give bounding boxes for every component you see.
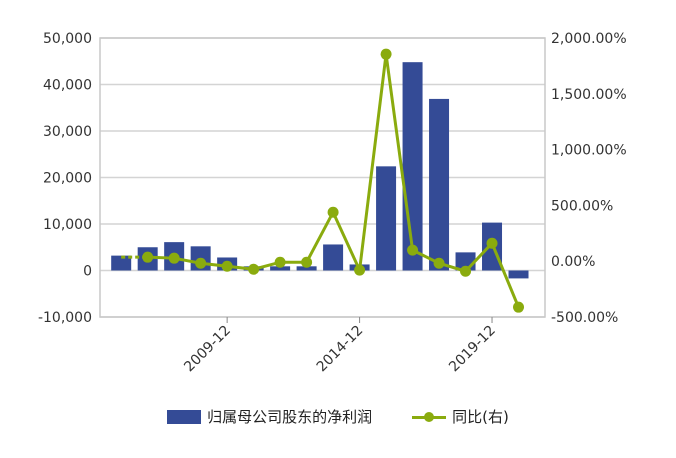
yoy-point — [327, 206, 339, 218]
yoy-point — [460, 265, 472, 277]
legend-label: 归属母公司股东的净利润 — [207, 408, 373, 426]
chart: -10,000 0 10,000 20,000 30,000 40,000 50,000 -5… — [38, 31, 627, 376]
right-tick-label: -500.00% — [551, 310, 618, 326]
left-tick-label: 30,000 — [43, 124, 92, 140]
left-tick-label: -10,000 — [38, 310, 92, 326]
bar — [429, 98, 450, 271]
yoy-point — [407, 244, 419, 256]
yoy-point — [248, 263, 260, 275]
x-tick-label: 2019-12 — [446, 323, 499, 376]
yoy-point — [142, 251, 154, 263]
left-tick-label: 10,000 — [43, 217, 92, 233]
yoy-point — [195, 257, 207, 269]
left-tick-label: 0 — [83, 264, 92, 280]
x-tick-label: 2014-12 — [314, 323, 367, 376]
yoy-point — [221, 260, 233, 272]
yoy-point — [354, 264, 366, 276]
right-tick-label: 1,500.00% — [551, 87, 627, 103]
bar — [323, 244, 344, 271]
yoy-point — [513, 301, 525, 313]
plot-border — [99, 37, 546, 318]
right-tick-label: 1,000.00% — [551, 143, 627, 159]
left-tick-label: 40,000 — [43, 78, 92, 94]
bar — [376, 166, 397, 271]
yoy-point — [274, 256, 286, 268]
bar — [270, 266, 291, 271]
legend-item-net-profit[interactable]: 归属母公司股东的净利润 — [167, 406, 372, 427]
bar — [111, 255, 132, 271]
right-tick-label: 0.00% — [551, 254, 595, 270]
left-tick-label: 20,000 — [43, 171, 92, 187]
bar — [296, 266, 317, 271]
bar-swatch — [167, 409, 202, 424]
yoy-point — [301, 256, 313, 268]
yoy-point — [433, 257, 445, 269]
line-swatch — [412, 410, 447, 424]
yoy-point — [486, 237, 498, 249]
legend-label: 同比(右) — [452, 408, 509, 426]
x-tick-label: 2009-12 — [181, 323, 234, 376]
yoy-point — [168, 252, 180, 264]
left-tick-label: 50,000 — [43, 31, 92, 47]
yoy-point — [380, 48, 392, 60]
legend-item-yoy[interactable]: 同比(右) — [412, 406, 509, 427]
right-tick-label: 500.00% — [551, 198, 613, 214]
legend: 归属母公司股东的净利润 同比(右) — [0, 406, 676, 427]
bar — [508, 270, 529, 279]
right-tick-label: 2,000.00% — [551, 31, 627, 47]
